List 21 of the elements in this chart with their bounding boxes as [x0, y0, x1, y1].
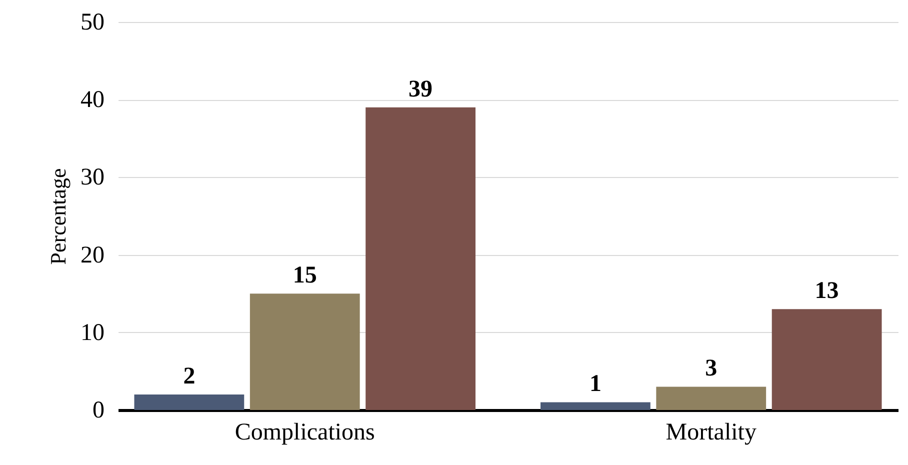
- bar: [656, 386, 766, 410]
- bar: [250, 294, 360, 410]
- bar: [134, 394, 244, 410]
- y-tick-label: 0: [92, 398, 104, 424]
- x-tick-label: Complications: [234, 420, 375, 446]
- data-label: 39: [408, 76, 433, 102]
- data-label: 2: [183, 363, 196, 390]
- x-tick-label: Mortality: [666, 420, 756, 446]
- bar: [366, 107, 476, 410]
- y-tick-label: 30: [80, 164, 104, 191]
- y-tick-label: 10: [80, 320, 104, 346]
- y-tick-label: 50: [80, 10, 104, 36]
- bar: [772, 309, 882, 410]
- data-label: 13: [814, 278, 839, 304]
- y-tick-label: 40: [80, 87, 104, 114]
- bar: [540, 402, 650, 410]
- y-axis-title: Percentage: [46, 168, 70, 265]
- y-tick-label: 20: [80, 242, 104, 268]
- data-label: 3: [705, 356, 718, 382]
- data-label: 15: [292, 262, 317, 289]
- data-label: 1: [589, 371, 602, 398]
